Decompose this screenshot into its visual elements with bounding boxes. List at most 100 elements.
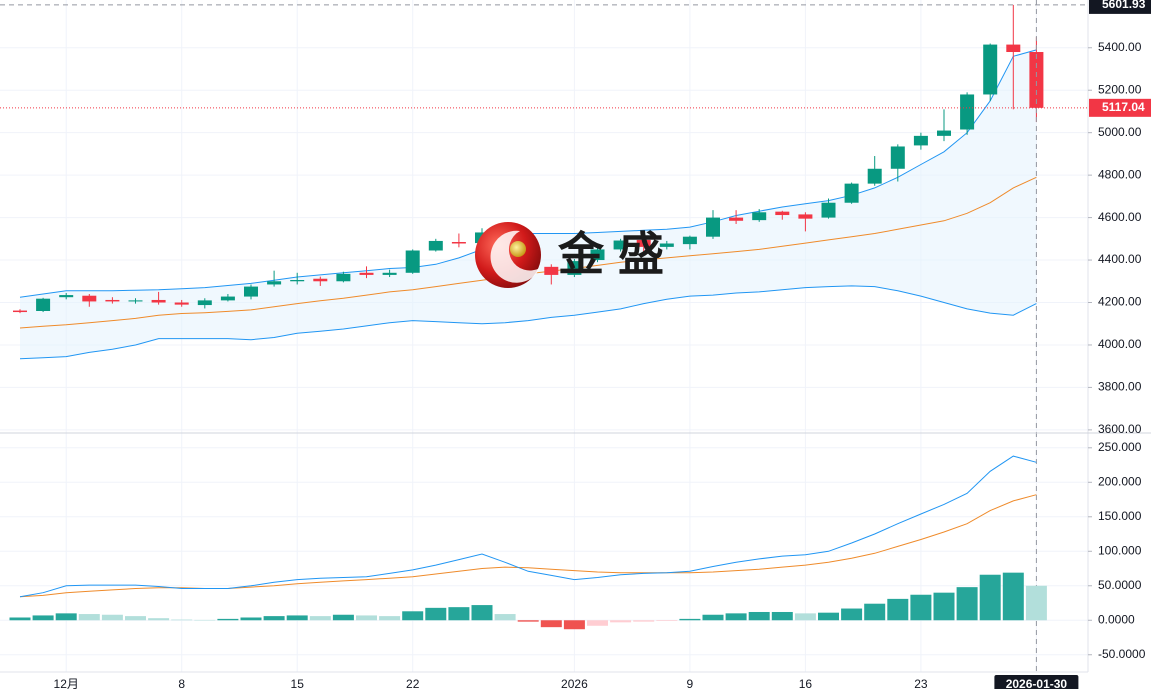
candle-body <box>1006 44 1021 53</box>
candle-body <box>706 217 720 237</box>
candle-body <box>567 261 582 275</box>
y-tick-label: 0.0000 <box>1098 612 1135 626</box>
histogram-bar <box>171 619 193 621</box>
candle-body <box>636 239 651 247</box>
candle-body <box>244 286 258 297</box>
candle-body <box>405 250 420 273</box>
histogram-bar <box>471 605 493 621</box>
candle-body <box>313 278 328 282</box>
x-tick-label: 16 <box>799 677 813 689</box>
x-tick-label: 22 <box>406 677 420 689</box>
axis-layer <box>0 0 1151 673</box>
histogram-bar <box>517 620 539 622</box>
candle-body <box>36 298 51 311</box>
x-tick-label: 15 <box>291 677 305 689</box>
histogram-bar <box>309 616 331 621</box>
candle-body <box>267 281 282 285</box>
histogram-bar <box>610 620 632 623</box>
logo <box>475 222 541 288</box>
candle-body <box>382 272 397 275</box>
x-tick-label: 12月 <box>54 677 79 689</box>
histogram-bar <box>933 592 955 621</box>
y-tick-label: 3800.00 <box>1098 380 1142 394</box>
y-tick-label: 4400.00 <box>1098 252 1142 266</box>
histogram-bar <box>841 608 863 621</box>
candle-body <box>729 217 744 221</box>
histogram-bar <box>148 618 170 621</box>
last-price-box <box>1089 98 1151 117</box>
histogram-bar <box>771 611 793 621</box>
histogram-bar <box>78 614 100 621</box>
candle-body <box>128 300 143 302</box>
y-tick-label: 5200.00 <box>1098 82 1142 96</box>
candle-body <box>151 299 166 303</box>
last-price-label: 5117.04 <box>1102 100 1145 114</box>
candle-body <box>359 272 374 275</box>
logo-crescent <box>490 230 540 283</box>
histogram-bar <box>263 616 285 621</box>
histogram-bar <box>633 620 655 622</box>
candle-body <box>174 302 189 305</box>
y-tick-label: 4200.00 <box>1098 295 1142 309</box>
candle-body <box>960 94 975 130</box>
histogram-bar <box>32 615 54 621</box>
x-tick-label: 2026-01-30 <box>1006 677 1068 689</box>
candle-body <box>1029 52 1044 108</box>
histogram-bar <box>702 614 724 621</box>
candle-body <box>220 296 235 301</box>
histogram-bar <box>217 618 239 621</box>
candle-body <box>428 240 443 251</box>
y-tick-label: 50.0000 <box>1098 578 1142 592</box>
candle-body <box>105 299 120 302</box>
y-tick-label: 100.000 <box>1098 543 1142 557</box>
x-tick-label: 8 <box>178 677 185 689</box>
histogram-bar <box>956 587 978 621</box>
band-lower <box>19 285 1037 360</box>
y-tick-label: 4000.00 <box>1098 337 1142 351</box>
y-tick-label: -50.0000 <box>1098 647 1146 661</box>
candle-body <box>590 249 605 261</box>
histogram-bar <box>656 620 678 621</box>
histogram-bar <box>125 616 146 621</box>
histogram-bar <box>402 611 424 621</box>
histogram-bar <box>194 619 216 621</box>
histogram-bar <box>794 613 816 621</box>
histogram-bar <box>286 615 308 621</box>
histogram-bar <box>679 618 701 621</box>
logo-dot <box>510 241 526 257</box>
histogram-bar <box>864 603 886 621</box>
crosshair-price-box <box>1089 0 1151 14</box>
histogram-bar <box>587 620 608 626</box>
candle-body <box>682 236 697 245</box>
candle-body <box>659 243 674 247</box>
histogram-bar <box>101 614 123 621</box>
candle-body <box>890 146 905 169</box>
y-tick-label: 250.000 <box>1098 440 1142 454</box>
x-tick-label: 23 <box>914 677 928 689</box>
candle-body <box>290 280 305 282</box>
histogram-bar <box>1002 572 1024 621</box>
candle-body <box>59 295 74 298</box>
candle-body <box>798 214 813 219</box>
histogram-bar <box>910 594 932 621</box>
y-tick-label: 5400.00 <box>1098 40 1142 54</box>
y-tick-label: 4800.00 <box>1098 167 1142 181</box>
plot-layer <box>0 0 1088 672</box>
histogram-bar <box>356 615 377 621</box>
y-tick-label: 5000.00 <box>1098 125 1142 139</box>
candle-body <box>983 44 998 95</box>
candle-body <box>821 202 836 218</box>
candle-body <box>544 266 559 275</box>
histogram-bar <box>9 617 31 621</box>
candle-body <box>13 310 27 313</box>
candle-body <box>336 273 351 282</box>
histogram-bar <box>494 614 516 621</box>
candle-body <box>867 168 882 184</box>
candle-body <box>844 183 859 203</box>
histogram-bar <box>725 613 747 621</box>
crosshair-price-label: 5601.93 <box>1102 0 1146 11</box>
histogram-bar <box>425 607 447 621</box>
y-tick-label: 200.000 <box>1098 474 1142 488</box>
candle-body <box>451 242 466 244</box>
